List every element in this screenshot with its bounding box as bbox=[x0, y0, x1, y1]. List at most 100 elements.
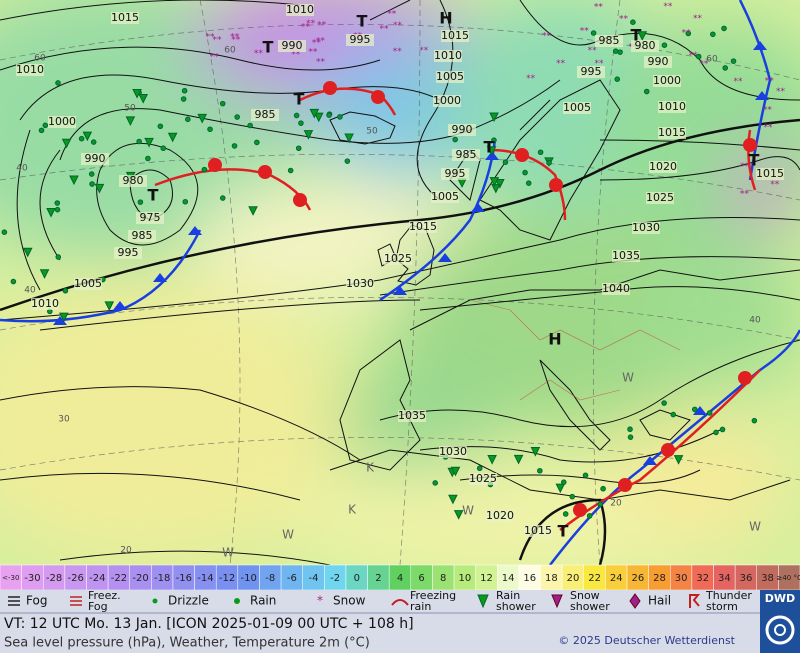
rain-symbol bbox=[502, 159, 509, 165]
rain-symbol bbox=[157, 123, 164, 130]
shower-symbol bbox=[82, 131, 93, 142]
shower-symbol bbox=[513, 454, 524, 465]
isobar-label-bg bbox=[658, 127, 686, 139]
warm-front-semicircle bbox=[293, 193, 307, 207]
isobar-label: 990 bbox=[452, 123, 473, 136]
cold-front-triangle bbox=[153, 273, 167, 282]
shower-symbol bbox=[491, 183, 501, 194]
isobar-label-bg bbox=[469, 473, 497, 485]
rain-symbol bbox=[185, 116, 191, 123]
cold-front-triangle bbox=[471, 203, 485, 212]
rain-symbol bbox=[234, 114, 240, 120]
isotherm-label: 40 bbox=[24, 286, 36, 296]
rain-symbol bbox=[207, 126, 213, 133]
rain-symbol bbox=[254, 139, 260, 146]
warm-front-semicircle bbox=[515, 148, 529, 162]
isobar-label: 1005 bbox=[74, 277, 102, 290]
isobar-label: 1030 bbox=[439, 445, 467, 458]
rain-symbol bbox=[55, 254, 62, 260]
isobar-label: 985 bbox=[456, 148, 477, 161]
map-area: ******** ************************ ********… bbox=[0, 0, 800, 565]
isobar-label: 985 bbox=[599, 34, 620, 47]
front-symbols bbox=[53, 41, 769, 517]
isobar-label: 1035 bbox=[398, 409, 426, 422]
isobar-label: 975 bbox=[140, 211, 161, 224]
scale-label: -12 bbox=[219, 573, 235, 584]
pressure-center: T bbox=[484, 138, 495, 157]
shower-symbol bbox=[69, 175, 79, 186]
scale-label: -18 bbox=[154, 573, 170, 584]
air-mass-label: K bbox=[348, 503, 357, 517]
air-mass-label: W bbox=[622, 371, 634, 385]
scale-label: 22 bbox=[588, 573, 601, 584]
shower-symbol bbox=[125, 116, 136, 126]
rain-symbol bbox=[432, 480, 439, 486]
legend-label: Fog bbox=[26, 594, 47, 608]
rain-symbol bbox=[569, 493, 576, 500]
rain-symbol bbox=[546, 159, 552, 166]
warm-front-semicircle bbox=[738, 371, 752, 385]
cold-front-triangle bbox=[53, 316, 67, 325]
isobar-label-bg bbox=[114, 247, 142, 259]
legend-label: Freez. Fog bbox=[88, 589, 121, 613]
shower-symbol bbox=[59, 312, 69, 323]
isobar-label: 1015 bbox=[658, 126, 686, 139]
isotherm-label: 60 bbox=[706, 55, 718, 65]
isobar-label: 1015 bbox=[409, 220, 437, 233]
rain-icon bbox=[234, 598, 240, 604]
warm-front-semicircle bbox=[258, 165, 272, 179]
rain-symbol bbox=[706, 410, 713, 416]
shower-symbol bbox=[22, 247, 33, 258]
snow-symbol: ** bbox=[770, 180, 780, 190]
cold-front-triangle bbox=[693, 406, 707, 415]
snow-symbol: ** bbox=[231, 35, 241, 45]
warm-front-semicircle bbox=[573, 503, 587, 517]
snow-symbol: ** bbox=[776, 87, 786, 97]
rain-symbol bbox=[614, 76, 621, 82]
snow-symbol: ** bbox=[689, 51, 699, 61]
snow-symbol: ** bbox=[764, 123, 774, 133]
rain-symbol bbox=[54, 206, 61, 213]
shower-symbol bbox=[138, 94, 149, 104]
snow-symbol: ** bbox=[393, 21, 403, 31]
shower-symbol bbox=[555, 483, 566, 494]
freezing-rain-icon bbox=[391, 599, 409, 606]
fronts bbox=[0, 0, 800, 565]
shower-symbol bbox=[530, 447, 541, 457]
isobar-label-bg bbox=[649, 161, 677, 173]
rain-symbol bbox=[42, 122, 49, 129]
snow-symbol: ** bbox=[317, 21, 327, 31]
thunderstorm-icon bbox=[689, 594, 701, 608]
cold-front-triangle bbox=[188, 226, 202, 235]
scale-label: -30 bbox=[24, 573, 40, 584]
isobar-label-bg bbox=[644, 56, 672, 68]
warm-front-semicircle bbox=[618, 478, 632, 492]
isobar-label: 990 bbox=[85, 152, 106, 165]
shower-symbol bbox=[673, 455, 684, 465]
isobar-label-bg bbox=[111, 12, 139, 24]
dwd-logo-icon bbox=[765, 615, 795, 645]
cold-front-triangle bbox=[643, 456, 657, 465]
rain-symbol bbox=[293, 112, 300, 119]
hail-icon bbox=[629, 593, 641, 609]
pressure-center: T bbox=[263, 38, 274, 57]
isobar-label: 1025 bbox=[646, 191, 674, 204]
snow-symbol: ** bbox=[763, 105, 773, 115]
shower-symbol bbox=[448, 494, 458, 505]
scale-label: ≥40 °C bbox=[776, 574, 800, 582]
rain-symbol bbox=[597, 501, 604, 508]
scale-label: 36 bbox=[740, 573, 753, 584]
rain-symbol bbox=[612, 48, 619, 55]
rain-symbol bbox=[685, 30, 692, 37]
warm-front-semicircle bbox=[371, 90, 385, 104]
snow-symbol: ** bbox=[291, 50, 301, 60]
isobar-label-bg bbox=[612, 250, 640, 262]
isobar-label: 1010 bbox=[658, 100, 686, 113]
scale-label: -8 bbox=[265, 573, 275, 584]
rain-symbol bbox=[751, 417, 758, 424]
air-mass-label: W bbox=[462, 504, 474, 518]
snow-symbol: ** bbox=[419, 46, 429, 56]
shower-symbol bbox=[303, 130, 314, 140]
rain-symbol bbox=[730, 58, 737, 64]
scale-label: 18 bbox=[545, 573, 558, 584]
